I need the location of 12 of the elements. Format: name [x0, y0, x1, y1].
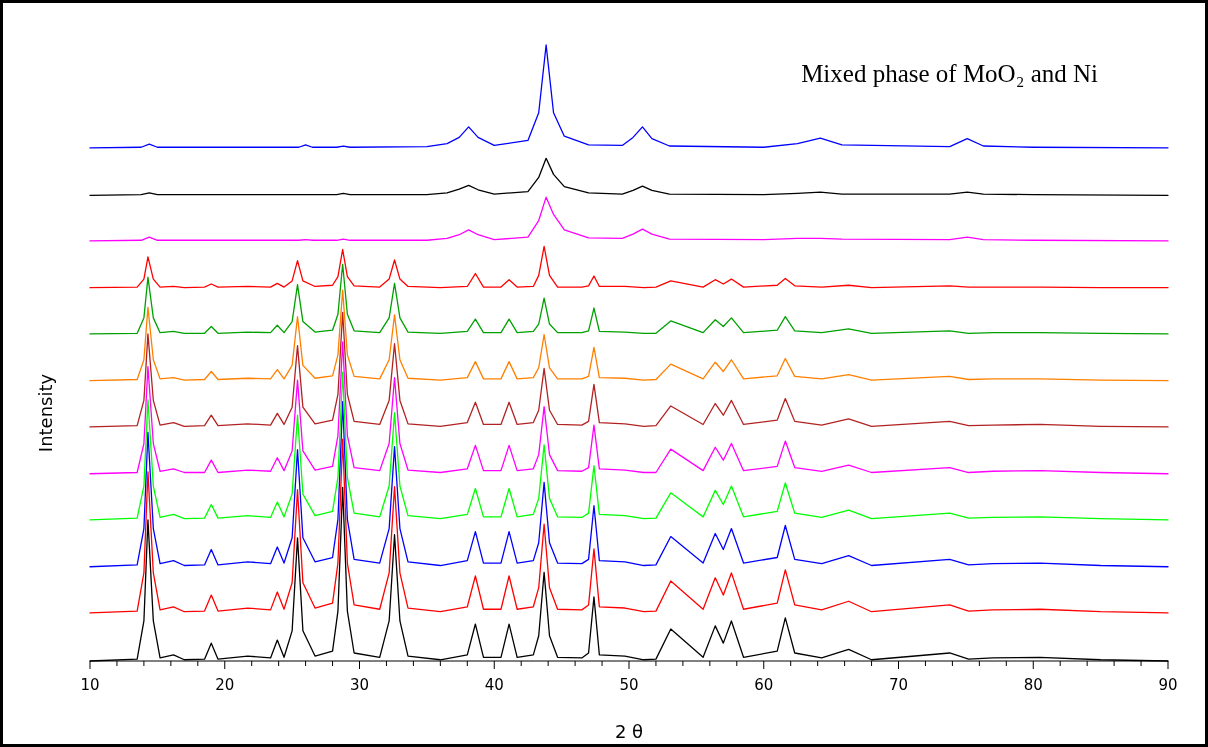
- text: Mixed phase of MoO₂ and Ni: [801, 60, 1099, 87]
- x-tick-label: 40: [484, 676, 504, 694]
- x-tick-label: 90: [1158, 676, 1178, 694]
- y-axis-title: Intensity: [35, 373, 56, 453]
- x-tick-label: 50: [619, 676, 639, 694]
- x-tick-label: 20: [215, 676, 235, 694]
- x-tick-label: 10: [80, 676, 100, 694]
- x-tick-label: 30: [349, 676, 370, 694]
- x-axis-title: 2 θ: [614, 721, 644, 742]
- x-tick-label: 60: [754, 676, 774, 694]
- x-tick-label: 70: [888, 676, 909, 694]
- x-tick-label: 80: [1023, 676, 1043, 694]
